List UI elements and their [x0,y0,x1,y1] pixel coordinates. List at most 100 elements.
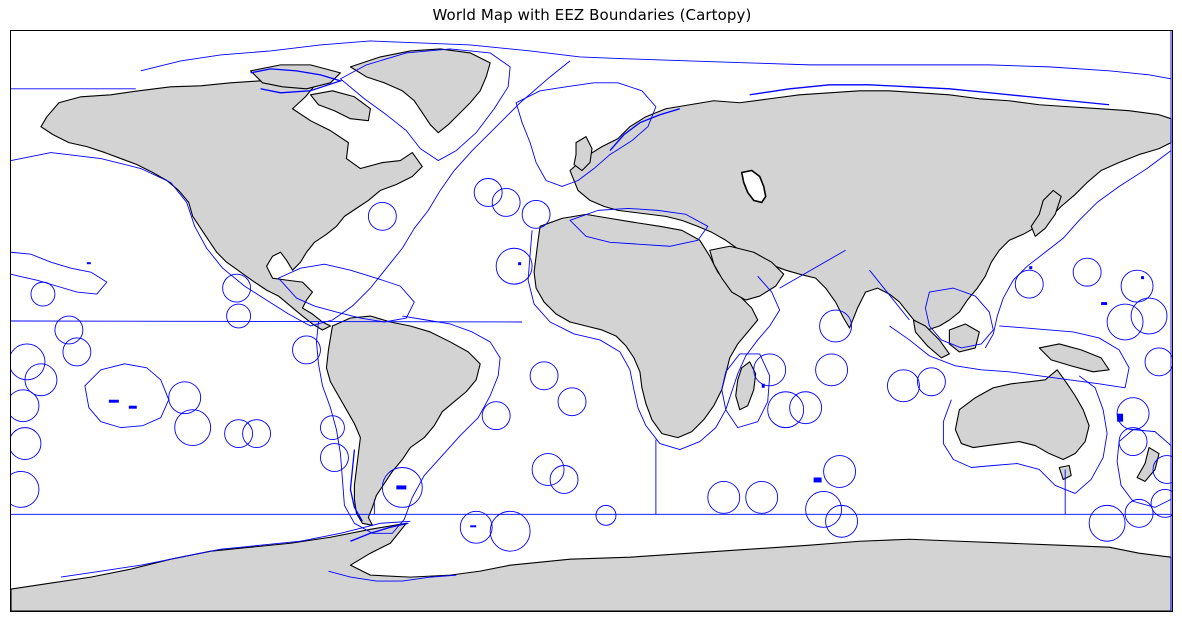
coast-antarctic-peninsula [350,522,409,542]
land-antarctica [11,522,1172,611]
islet-falklands [396,485,407,490]
eez-gough [549,465,579,494]
eez-galapagos [292,335,321,365]
land-australia [954,369,1090,461]
islet-tuamotu-b [128,405,137,409]
land-south-america [325,315,481,526]
coast-arctic-canada [250,68,343,94]
eez-caribbean [278,263,415,323]
map-title: World Map with EEZ Boundaries (Cartopy) [432,6,752,24]
land-greenland [349,48,491,134]
eez-pacific-west-l [174,409,212,447]
eez-madeira [521,199,551,229]
land-japan [1030,189,1062,237]
eez-pacific-west-d [11,343,46,381]
eez-arctic-band [140,40,1172,80]
islet-kerguelen [813,477,822,483]
eez-pacific-east-b [1014,269,1044,299]
eez-christmas [916,367,946,397]
eez-kerguelen-a [745,480,779,514]
eez-pacific-east-l [1152,455,1172,484]
eez-juan-fernandez [320,443,349,472]
eez-sandwich [489,510,531,552]
eez-pacific-west-c [62,337,92,367]
eez-tristan [531,453,565,486]
eez-st-helena [557,387,587,417]
eez-new-zealand [1116,429,1172,508]
eez-pacific-east-c [1120,269,1154,303]
eez-pacific-east-k [1150,488,1172,518]
eez-pacific-west-i [168,381,202,415]
eez-south-china-sea [924,287,994,349]
islet-marianas [1029,266,1033,270]
eez-indonesia [889,325,1130,389]
islet-south-georgia [470,525,477,528]
land-africa [533,213,759,439]
eez-easter-island [320,415,345,441]
eez-line-equatorial [11,320,523,323]
eez-africa-ring [527,230,781,451]
coast-norway [609,108,681,152]
eez-maldives [819,309,853,343]
eez-hawaii [11,251,108,295]
islet-mauritius [761,383,765,388]
eez-east-asia [984,150,1172,349]
coast-chile [349,449,363,522]
eez-azores-b [491,188,521,217]
eez-south-georgia [459,510,493,544]
eez-mauritius [767,391,805,429]
eez-greenland [339,48,511,162]
eez-seychelles [753,353,787,387]
eez-pacific-east-a [1072,257,1102,287]
eez-clipperton [226,303,252,329]
eez-south-america-ring [316,315,501,534]
land-baffin-island [309,90,371,122]
map-axes[interactable] [10,30,1173,612]
eez-layer [11,31,1172,611]
eez-line-bay-of-bengal [869,269,910,321]
land-great-britain [573,136,593,172]
eez-pacific-west-b [54,315,84,345]
islet-wake [1141,276,1145,280]
eez-pacific-east-f [1144,347,1172,377]
eez-trindade [481,401,511,431]
eez-pacific-west-h [11,471,40,508]
land-layer [11,48,1172,611]
land-madagascar [735,361,757,411]
islet-marshall [1101,302,1108,306]
eez-reunion [789,391,823,425]
eez-heard [825,504,858,538]
eez-ascension [529,361,559,391]
islet-layer [86,262,1145,528]
eez-north-atlantic-europe [515,82,657,187]
land-new-guinea [1038,343,1110,373]
land-arabian-peninsula [709,245,785,301]
eez-pacific-west-a [30,281,56,307]
eez-pacific-east-h [1118,427,1148,456]
islet-hawaii [86,262,91,265]
eez-pacific-west-f [11,389,40,423]
eez-bouvet [595,504,617,526]
land-new-zealand [1136,447,1160,482]
eez-pacific-west-k [242,419,272,449]
land-north-america [40,78,423,331]
eez-crozet [707,480,741,514]
eez-pacific-east-d [1106,303,1144,341]
land-sumatra [912,319,950,359]
eez-kerguelen-b [805,490,843,528]
eez-chagos [815,353,849,387]
eez-pacific-east-j [1124,498,1154,528]
coast-siberia [749,84,1110,106]
eez-pacific-west-j [224,419,254,449]
eez-pacific-west-e [24,363,58,397]
eez-line-arabian-sea [779,249,846,289]
eez-north-america-outer [11,60,571,327]
eez-azores-a [473,178,503,207]
world-map [11,31,1172,611]
lake-layer [740,169,767,204]
eez-cocos [887,369,920,403]
islet-tuamotu [108,399,119,403]
islet-cape-verde [518,262,522,266]
lake-caspian-sea [740,169,767,204]
land-borneo [948,323,980,353]
